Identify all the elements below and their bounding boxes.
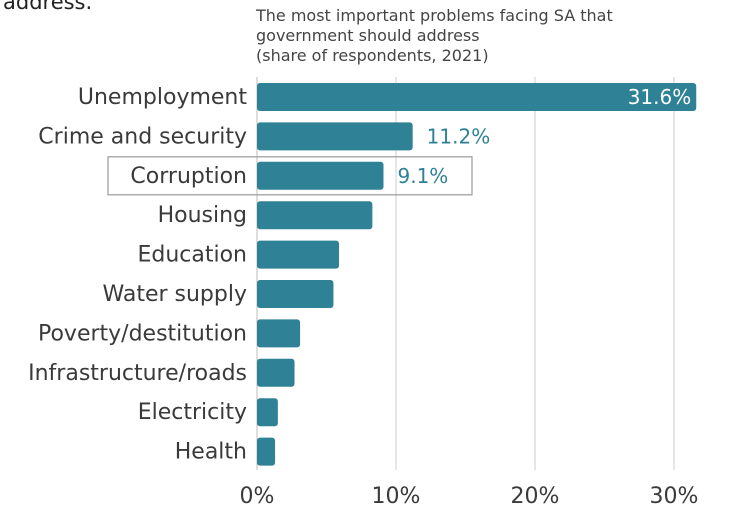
bar-poverty-destitution bbox=[257, 319, 301, 348]
chart-title-line-3: (share of respondents, 2021) bbox=[256, 46, 489, 65]
category-label-education: Education bbox=[137, 243, 247, 268]
chart-title: The most important problems facing SA th… bbox=[256, 6, 613, 66]
data-label-unemployment: 31.6% bbox=[628, 85, 692, 109]
bar-education bbox=[257, 240, 340, 269]
bar-crime-and-security bbox=[257, 122, 413, 151]
category-label-electricity: Electricity bbox=[138, 400, 247, 425]
category-label-corruption: Corruption bbox=[130, 164, 247, 189]
x-tick-label-30: 30% bbox=[650, 484, 699, 507]
bar-water-supply bbox=[257, 280, 334, 308]
category-label-water-supply: Water supply bbox=[103, 282, 248, 307]
chart-title-line-2: government should address bbox=[256, 26, 480, 45]
category-label-infrastructure-roads: Infrastructure/roads bbox=[28, 361, 247, 386]
bar-infrastructure-roads bbox=[257, 358, 295, 387]
bar-electricity bbox=[257, 398, 278, 427]
x-tick-label-0: 0% bbox=[240, 484, 275, 507]
data-label-corruption: 9.1% bbox=[397, 164, 448, 188]
category-label-crime-and-security: Crime and security bbox=[38, 124, 247, 149]
bar-unemployment bbox=[257, 83, 697, 111]
category-label-health: Health bbox=[175, 440, 247, 465]
page-header-text: address. bbox=[3, 0, 93, 14]
category-label-unemployment: Unemployment bbox=[78, 85, 247, 110]
x-tick-label-20: 20% bbox=[511, 484, 560, 507]
data-label-crime-and-security: 11.2% bbox=[427, 124, 491, 148]
category-label-poverty-destitution: Poverty/destitution bbox=[38, 321, 247, 346]
category-label-housing: Housing bbox=[158, 203, 247, 228]
chart-title-line-1: The most important problems facing SA th… bbox=[256, 6, 613, 25]
x-tick-label-10: 10% bbox=[372, 484, 421, 507]
bar-health bbox=[257, 437, 276, 466]
highlight-box bbox=[107, 156, 473, 196]
bar-corruption bbox=[257, 161, 384, 190]
bar-housing bbox=[257, 201, 373, 230]
